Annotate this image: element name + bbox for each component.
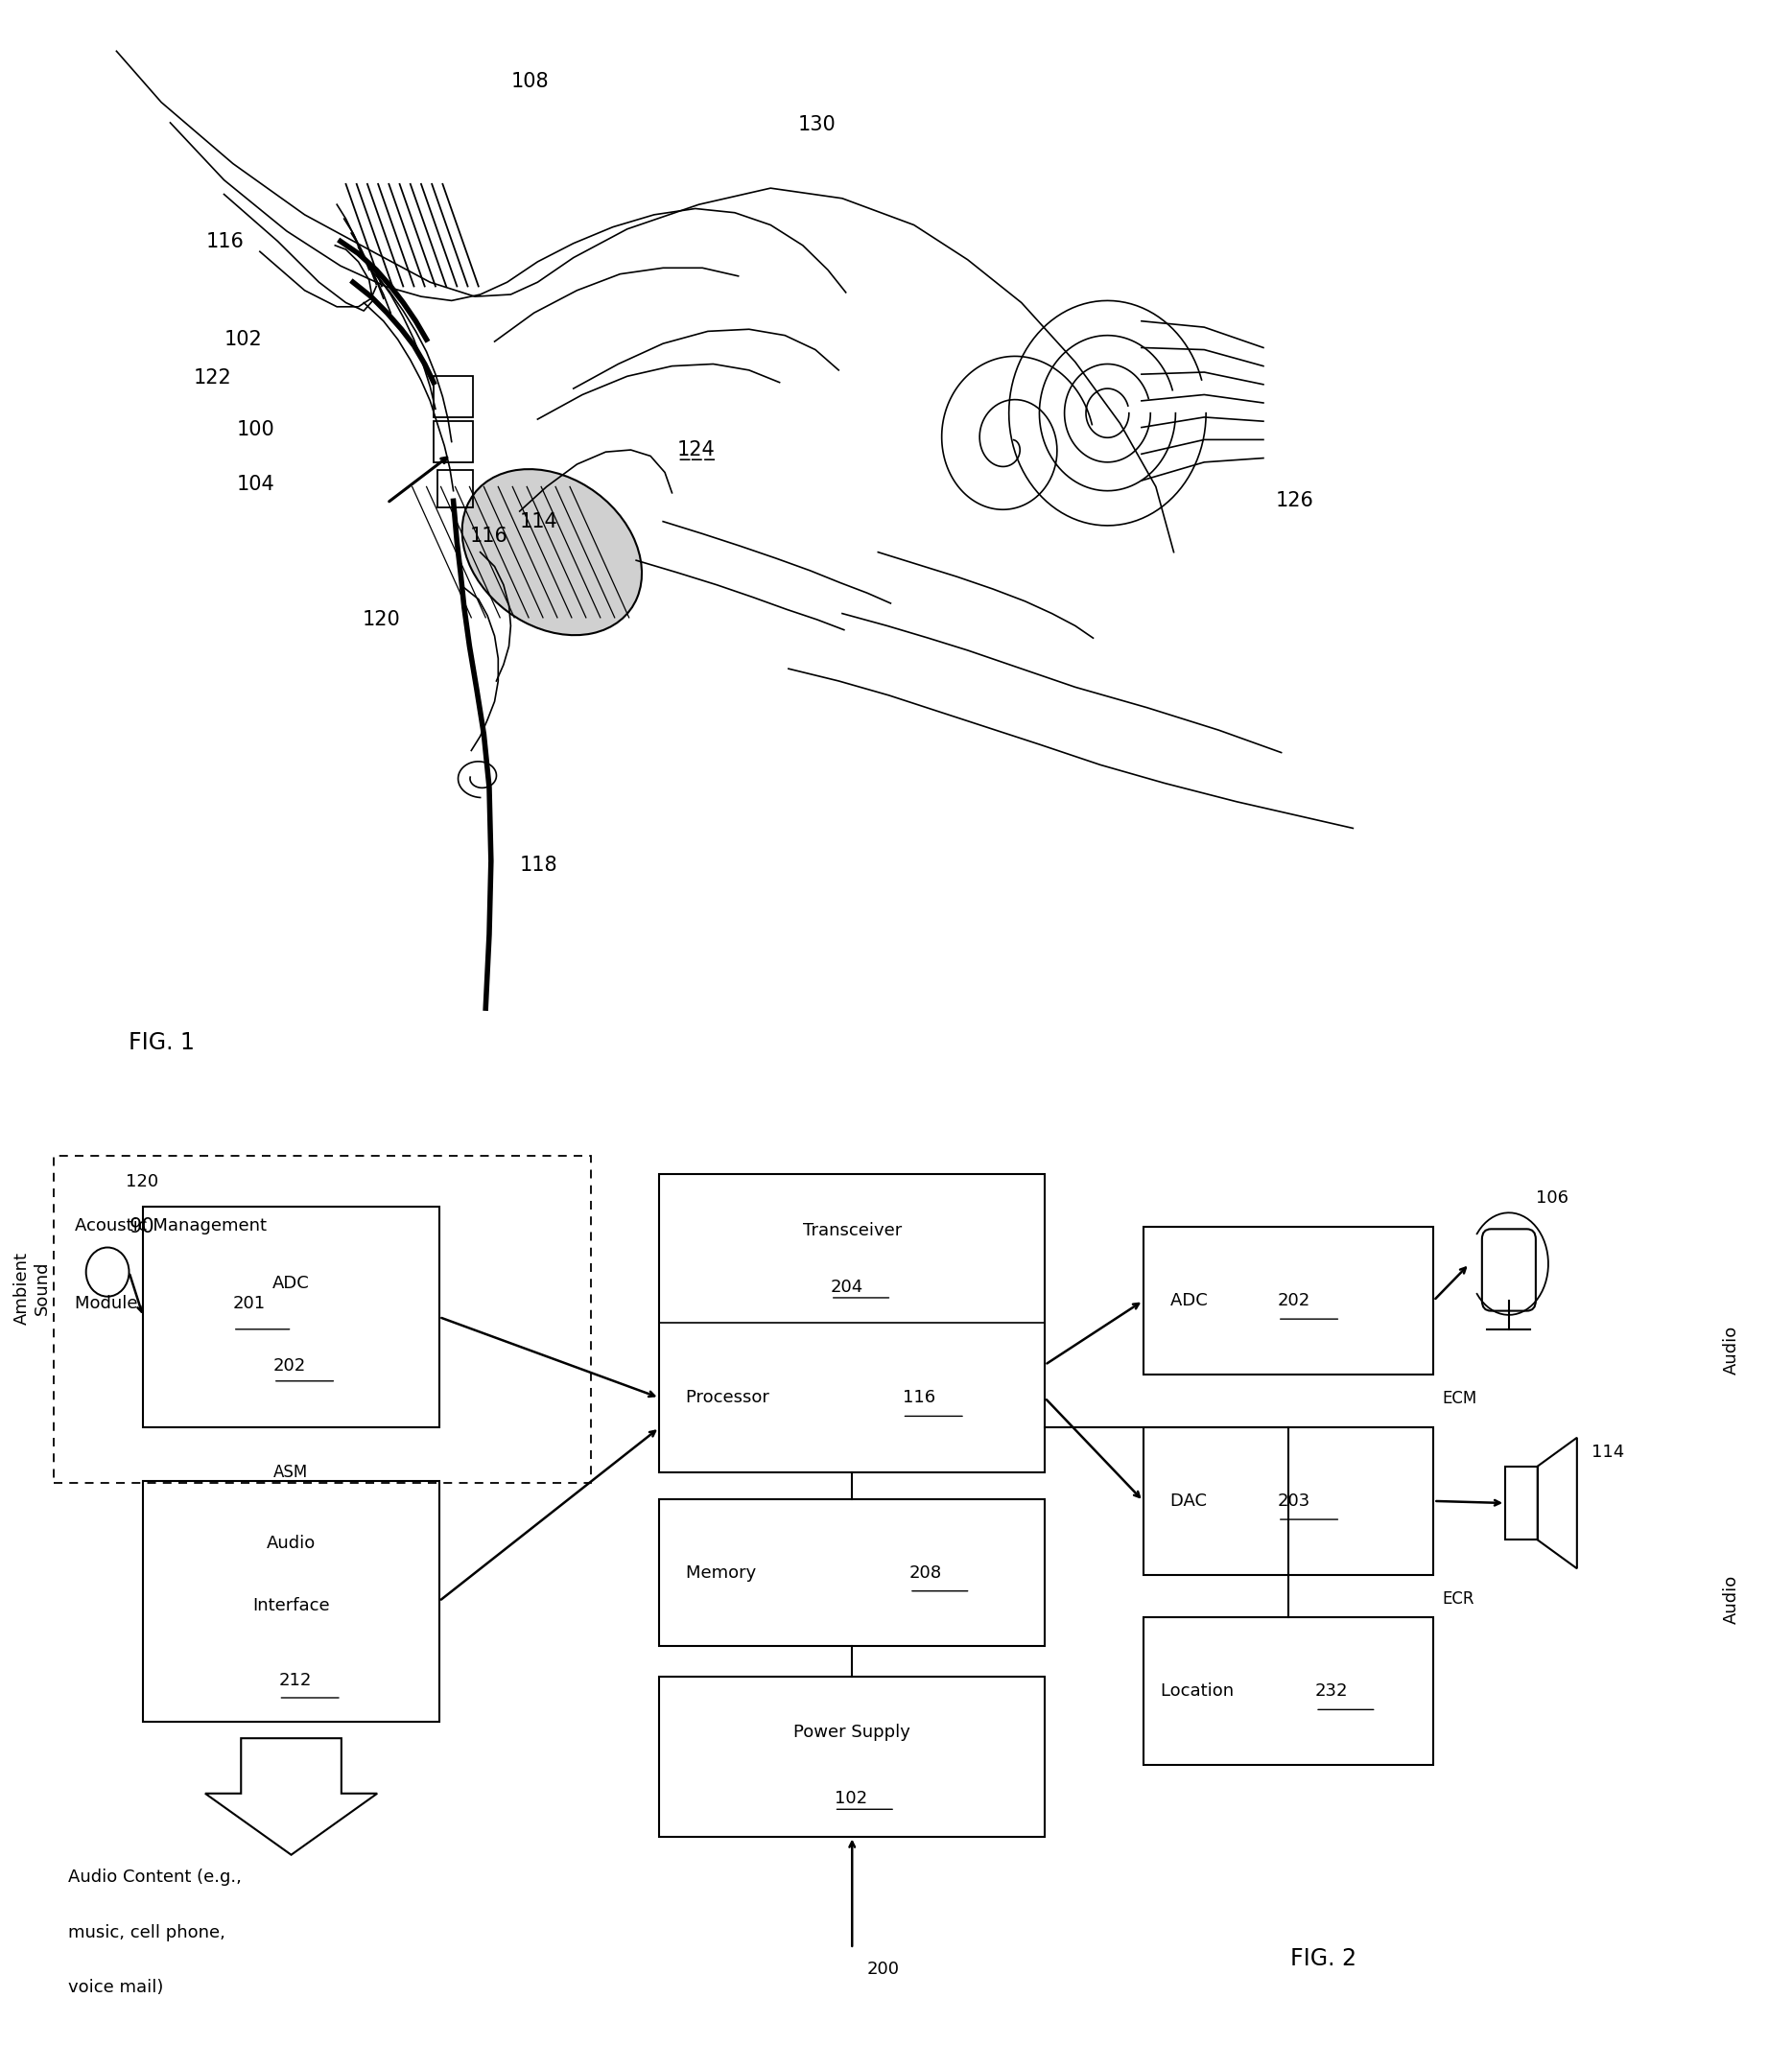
- Text: 102: 102: [224, 329, 262, 350]
- Text: Interface: Interface: [253, 1597, 330, 1616]
- Text: 90: 90: [129, 1217, 154, 1237]
- Text: 116: 116: [901, 1389, 935, 1407]
- Text: 114: 114: [520, 511, 557, 532]
- Text: Ambient
Sound: Ambient Sound: [14, 1252, 50, 1325]
- Text: Module: Module: [75, 1294, 143, 1311]
- Text: 114: 114: [1591, 1444, 1624, 1460]
- Text: 116: 116: [470, 526, 507, 546]
- Text: FIG. 1: FIG. 1: [129, 1031, 195, 1055]
- Text: music, cell phone,: music, cell phone,: [68, 1924, 226, 1941]
- Text: 104: 104: [237, 474, 274, 495]
- Text: 118: 118: [520, 855, 557, 875]
- Text: 130: 130: [797, 115, 835, 135]
- Text: Memory: Memory: [686, 1564, 785, 1581]
- Text: 120: 120: [125, 1174, 158, 1190]
- Text: Location: Location: [1161, 1683, 1245, 1699]
- Text: 126: 126: [1276, 491, 1314, 511]
- Bar: [659, 1677, 1045, 1836]
- Bar: [434, 376, 473, 417]
- Text: 106: 106: [1536, 1190, 1568, 1207]
- Bar: [1143, 1618, 1434, 1765]
- Text: DAC: DAC: [1170, 1493, 1217, 1509]
- Text: ADC: ADC: [272, 1276, 310, 1292]
- Bar: [1143, 1227, 1434, 1374]
- Text: Acoustic Management: Acoustic Management: [75, 1217, 267, 1233]
- Text: 120: 120: [362, 609, 400, 630]
- Text: 208: 208: [909, 1564, 943, 1581]
- Text: ECM: ECM: [1443, 1391, 1477, 1407]
- Text: 102: 102: [835, 1789, 867, 1808]
- Text: 100: 100: [237, 419, 274, 440]
- Text: 202: 202: [1278, 1292, 1310, 1309]
- Bar: [54, 1155, 591, 1483]
- Text: 201: 201: [233, 1294, 265, 1311]
- Text: Audio: Audio: [267, 1534, 315, 1552]
- Text: voice mail): voice mail): [68, 1980, 163, 1996]
- Text: Audio: Audio: [1722, 1575, 1740, 1624]
- Text: Audio Content (e.g.,: Audio Content (e.g.,: [68, 1869, 242, 1885]
- Ellipse shape: [462, 468, 642, 636]
- Bar: [659, 1499, 1045, 1646]
- Text: 202: 202: [274, 1358, 306, 1374]
- Text: ECR: ECR: [1443, 1591, 1475, 1607]
- Bar: [434, 421, 473, 462]
- Text: ADC: ADC: [1170, 1292, 1219, 1309]
- Text: 1̲2̲4̲: 1̲2̲4̲: [677, 440, 715, 460]
- Text: 108: 108: [511, 72, 548, 92]
- Bar: [143, 1207, 439, 1427]
- Text: 122: 122: [194, 368, 231, 389]
- Text: 116: 116: [206, 231, 244, 252]
- Text: Transceiver: Transceiver: [803, 1223, 901, 1239]
- Text: Power Supply: Power Supply: [794, 1724, 910, 1742]
- Bar: [143, 1481, 439, 1722]
- Text: 204: 204: [831, 1278, 864, 1297]
- Bar: [1143, 1427, 1434, 1575]
- Text: 212: 212: [280, 1673, 312, 1689]
- Text: 200: 200: [867, 1961, 900, 1978]
- Bar: [659, 1174, 1045, 1472]
- Text: ASM: ASM: [274, 1464, 308, 1481]
- Text: 232: 232: [1315, 1683, 1348, 1699]
- Text: FIG. 2: FIG. 2: [1290, 1947, 1357, 1971]
- Text: 203: 203: [1278, 1493, 1310, 1509]
- Bar: [437, 470, 473, 507]
- Text: Processor: Processor: [686, 1389, 781, 1407]
- Bar: [1505, 1466, 1538, 1540]
- Text: Audio: Audio: [1722, 1325, 1740, 1374]
